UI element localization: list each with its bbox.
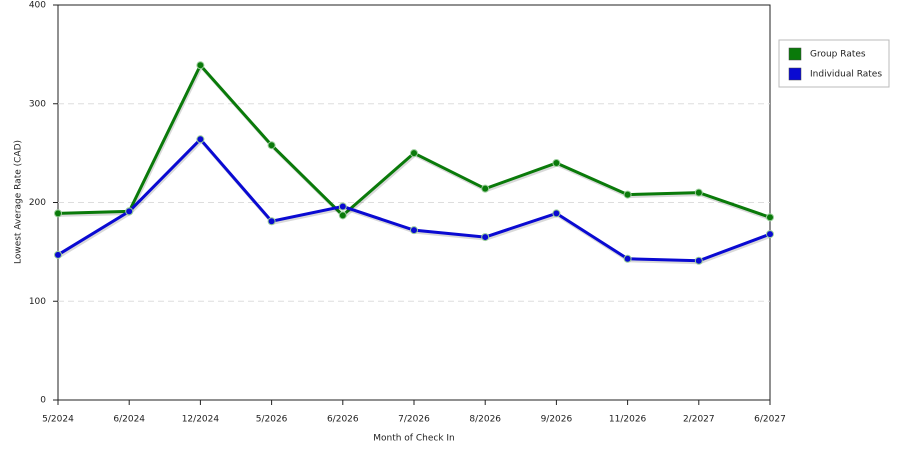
x-tick-label: 5/2026 xyxy=(256,415,288,425)
x-tick-label: 7/2026 xyxy=(398,415,430,425)
data-point xyxy=(125,207,134,216)
series-line xyxy=(57,62,771,219)
data-point xyxy=(623,190,632,199)
data-point xyxy=(410,226,418,235)
data-point xyxy=(196,61,205,70)
y-tick-label: 200 xyxy=(29,198,46,208)
y-tick-label: 400 xyxy=(29,1,46,11)
data-point xyxy=(766,230,774,239)
y-axis-label: Lowest Average Rate (CAD) xyxy=(14,140,24,264)
line-shadow xyxy=(58,64,772,221)
data-point xyxy=(54,209,62,218)
data-point xyxy=(54,250,62,259)
data-point xyxy=(338,211,347,220)
data-point xyxy=(481,184,490,193)
data-point xyxy=(267,141,276,150)
x-tick-label: 5/2024 xyxy=(42,415,74,425)
data-point xyxy=(766,213,774,222)
x-tick-label: 12/2024 xyxy=(182,415,220,425)
y-tick-label: 300 xyxy=(29,99,46,109)
x-tick-label: 2/2027 xyxy=(683,415,715,425)
x-tick-label: 9/2026 xyxy=(541,415,573,425)
legend-label: Group Rates xyxy=(810,50,866,60)
data-point xyxy=(552,159,561,167)
legend-label: Individual Rates xyxy=(810,70,882,80)
data-point xyxy=(481,233,490,242)
legend-swatch xyxy=(788,67,802,81)
data-point xyxy=(694,256,703,265)
x-tick-label: 6/2027 xyxy=(754,415,786,425)
y-tick-label: 100 xyxy=(29,297,46,307)
y-tick-label: 0 xyxy=(40,396,46,406)
x-axis-label: Month of Check In xyxy=(373,434,455,444)
data-point xyxy=(623,254,632,263)
data-point xyxy=(410,149,418,158)
x-tick-label: 6/2026 xyxy=(327,415,359,425)
x-tick-label: 11/2026 xyxy=(609,415,647,425)
x-tick-label: 8/2026 xyxy=(469,415,501,425)
data-point xyxy=(196,135,205,144)
x-tick-label: 6/2024 xyxy=(113,415,145,425)
data-point xyxy=(694,188,703,197)
legend-swatch xyxy=(788,47,802,61)
line-shadow xyxy=(58,139,772,265)
data-point xyxy=(267,217,276,226)
data-point xyxy=(552,209,561,218)
data-point xyxy=(338,202,347,211)
